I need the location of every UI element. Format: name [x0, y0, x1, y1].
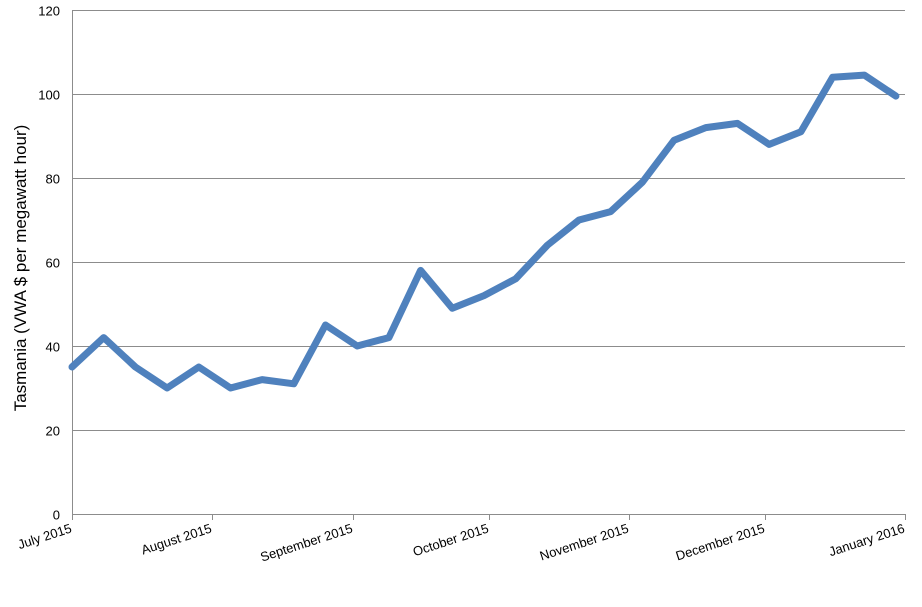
x-tick-label: January 2016 — [827, 521, 907, 560]
y-tick-label: 0 — [53, 508, 60, 523]
y-tick-label: 40 — [46, 340, 60, 355]
y-tick-label: 100 — [38, 88, 60, 103]
gridlines — [72, 10, 905, 431]
x-tick-label: November 2015 — [538, 521, 631, 564]
x-tick-label: September 2015 — [258, 521, 354, 565]
y-tick-label: 120 — [38, 4, 60, 19]
series-layer — [68, 71, 900, 392]
y-tick-label: 60 — [46, 256, 60, 271]
y-tick-labels: 0 20 40 60 80 100 120 — [38, 4, 60, 523]
axes — [72, 10, 906, 520]
x-tick-label: July 2015 — [16, 521, 74, 552]
y-tick-label: 20 — [46, 424, 60, 439]
x-tick-label: December 2015 — [674, 521, 767, 564]
x-tick-label: October 2015 — [411, 521, 491, 560]
x-tick-labels: July 2015 August 2015 September 2015 Octobe… — [16, 521, 907, 565]
y-axis-title: Tasmania (VWA $ per megawatt hour) — [11, 125, 30, 412]
x-tick-label: August 2015 — [139, 521, 213, 558]
y-tick-label: 80 — [46, 172, 60, 187]
series-line — [68, 71, 900, 392]
